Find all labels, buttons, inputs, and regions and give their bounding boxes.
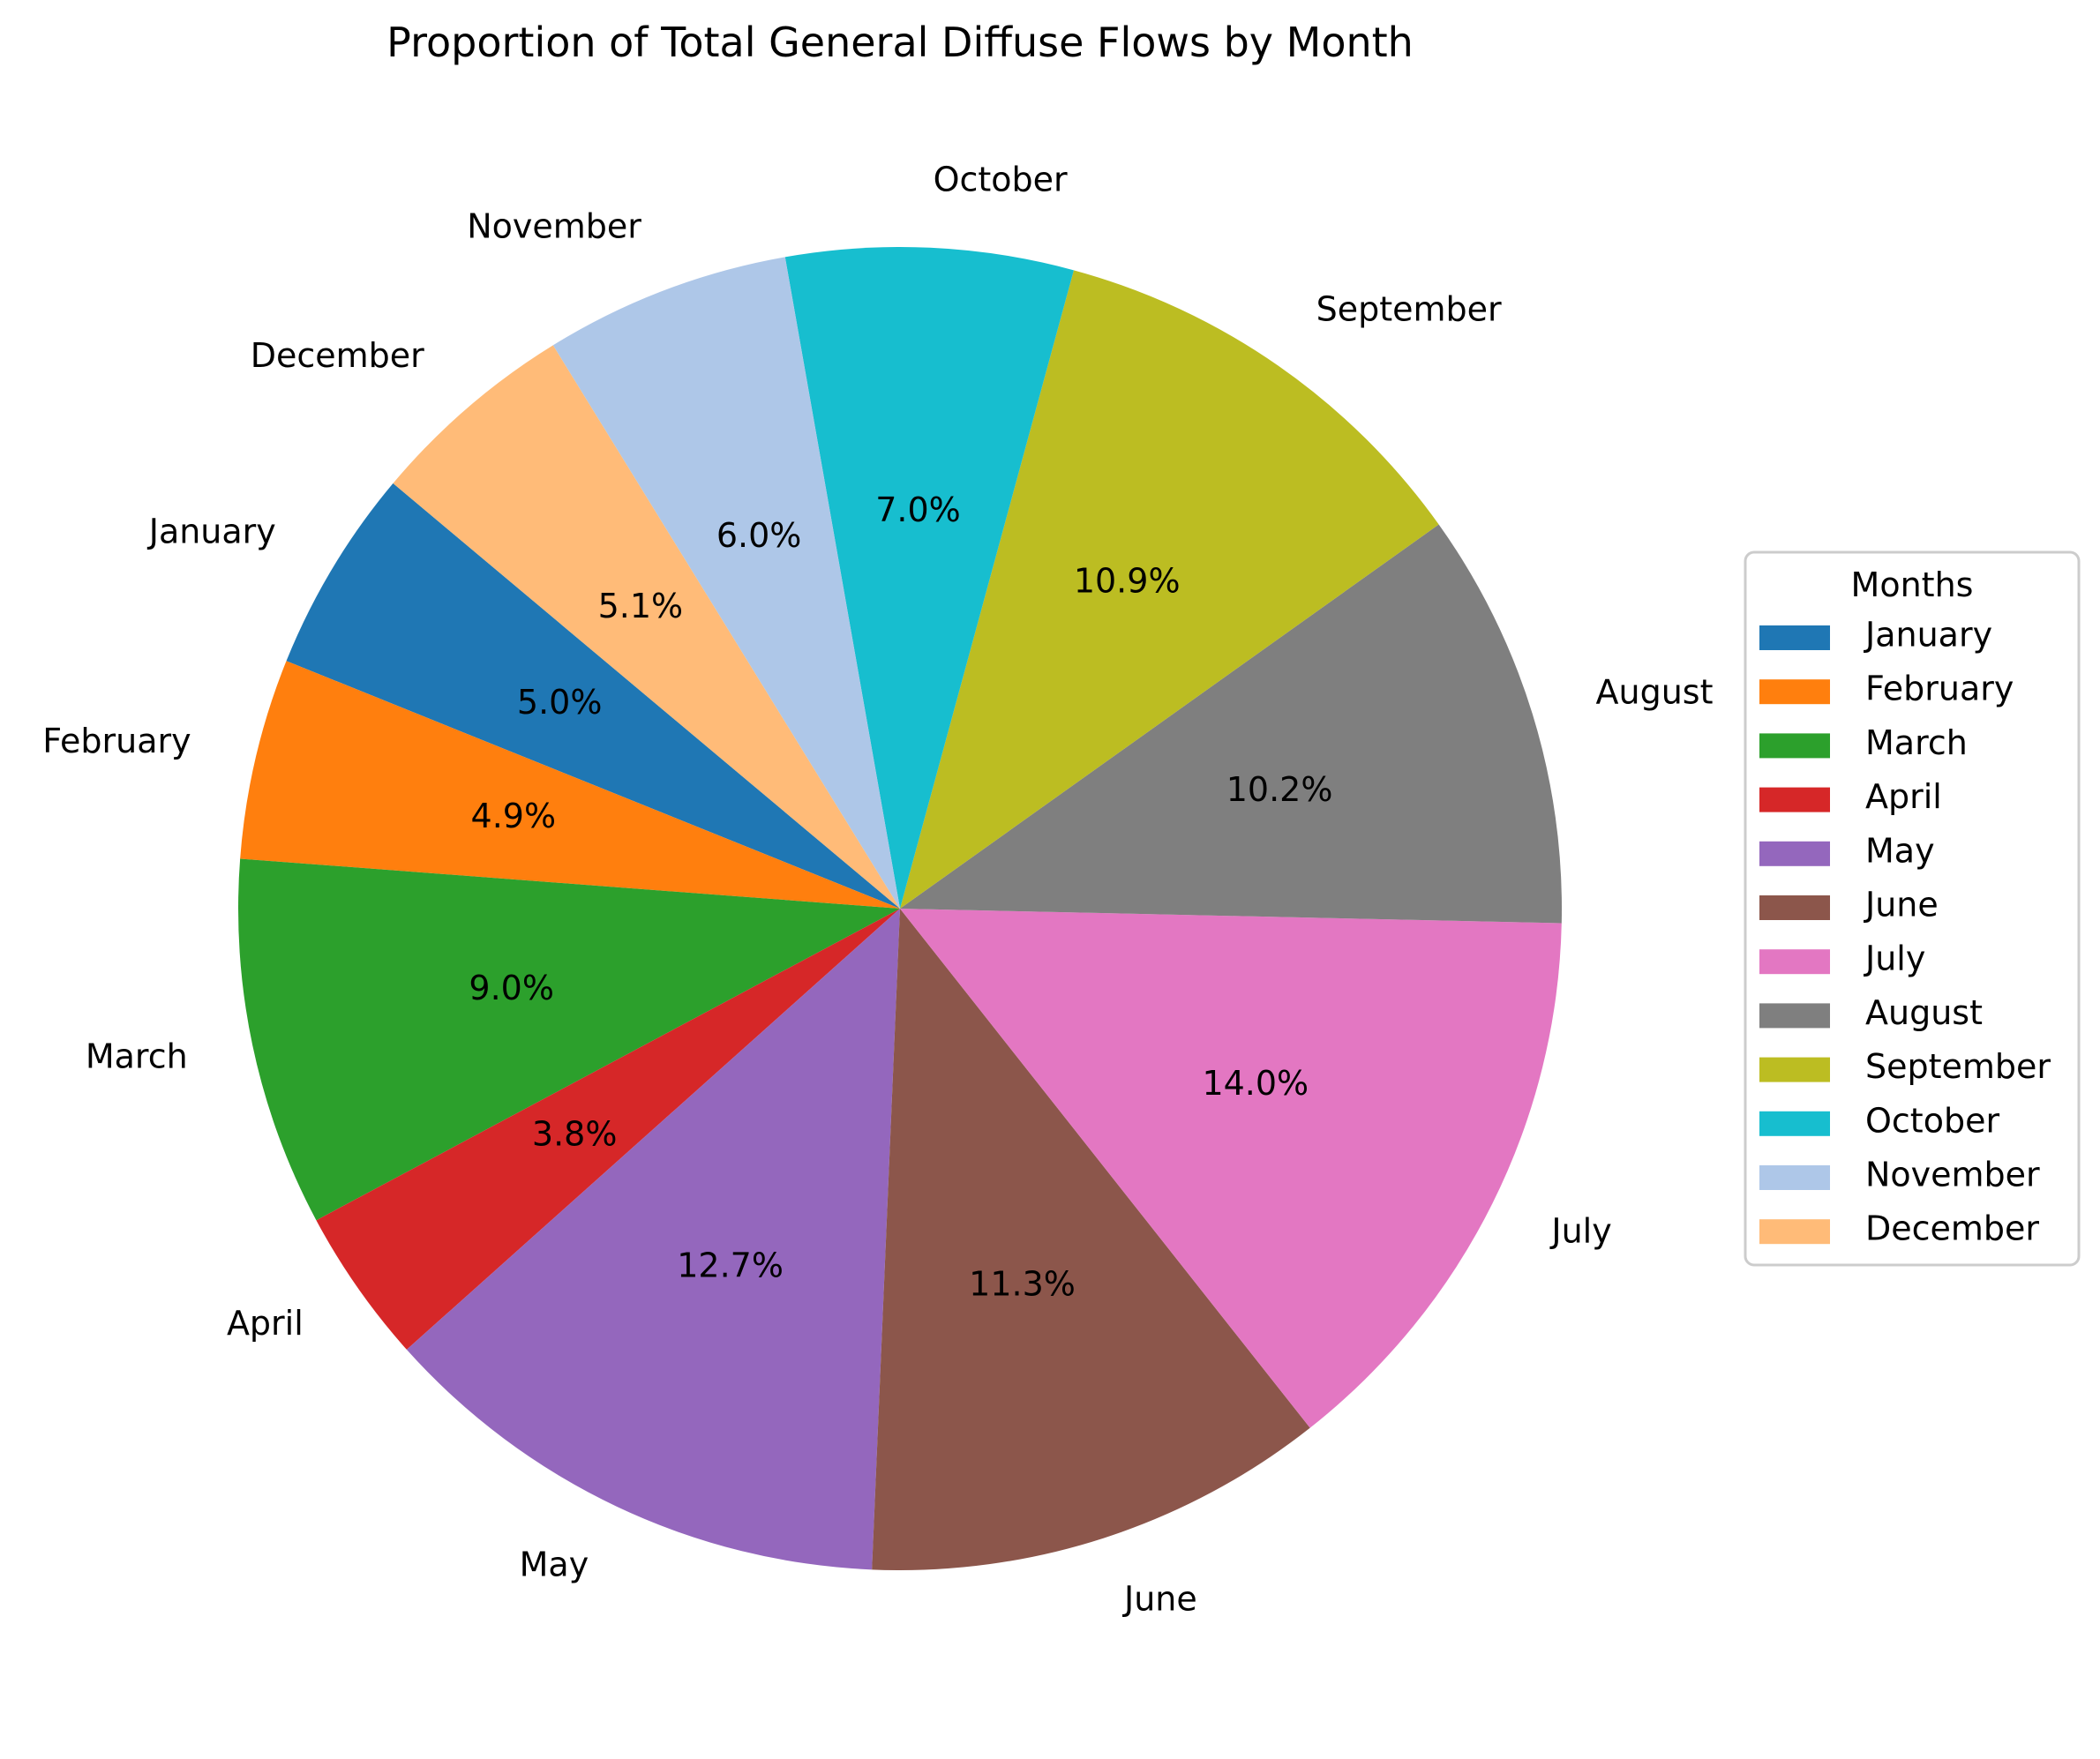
pie-slices — [238, 246, 1563, 1570]
legend-label-september: September — [1865, 1047, 2051, 1086]
slice-percent-february: 4.9% — [471, 797, 557, 835]
slice-percent-august: 10.2% — [1226, 770, 1333, 809]
legend-label-june: June — [1864, 886, 1939, 924]
slice-label-june: June — [1122, 1579, 1197, 1618]
slice-category-labels: January February March April May June July Augu… — [42, 160, 1713, 1618]
pie-slice-june — [872, 909, 1310, 1570]
legend-label-january: January — [1864, 616, 1992, 655]
pie-slice-february — [240, 661, 900, 909]
slice-percent-march: 9.0% — [469, 969, 554, 1007]
slice-label-january: January — [147, 513, 276, 551]
pie-slice-march — [238, 858, 900, 1221]
legend-label-april: April — [1865, 777, 1942, 816]
slice-percent-october: 7.0% — [875, 490, 961, 529]
legend-swatch-march — [1759, 733, 1830, 759]
legend-label-august: August — [1865, 993, 1983, 1032]
legend-label-july: July — [1864, 939, 1925, 978]
legend-swatch-january — [1759, 625, 1830, 650]
legend-frame — [1744, 550, 2081, 1267]
pie-slice-january — [286, 483, 900, 909]
slice-label-august: August — [1596, 673, 1714, 712]
pie-slice-december — [393, 345, 901, 909]
legend-swatch-december — [1759, 1219, 1830, 1245]
legend-swatch-september — [1759, 1057, 1830, 1082]
legend-swatch-october — [1759, 1111, 1830, 1136]
slice-label-april: April — [227, 1304, 304, 1343]
legend-title: Months — [1851, 565, 1974, 604]
legend-swatch-november — [1759, 1165, 1830, 1190]
legend-swatch-august — [1759, 1003, 1830, 1029]
legend-label-october: October — [1865, 1101, 1999, 1140]
legend-swatch-april — [1759, 787, 1830, 812]
slice-percent-may: 12.7% — [677, 1246, 784, 1284]
slice-percent-june: 11.3% — [969, 1265, 1076, 1304]
slice-percent-january: 5.0% — [517, 683, 603, 722]
legend-label-february: February — [1865, 670, 2014, 708]
slice-label-october: October — [934, 160, 1068, 198]
slice-percent-november: 6.0% — [716, 516, 802, 555]
pie-slice-july — [900, 909, 1562, 1428]
slice-label-february: February — [42, 722, 191, 760]
legend-swatch-july — [1759, 949, 1830, 975]
legend-label-november: November — [1865, 1156, 2040, 1194]
legend-swatch-june — [1759, 895, 1830, 920]
legend-label-may: May — [1865, 831, 1935, 870]
slice-percent-september: 10.9% — [1074, 561, 1181, 600]
slice-label-november: November — [467, 206, 641, 245]
pie-slice-may — [406, 909, 900, 1570]
slice-label-december: December — [251, 336, 424, 375]
pie-slice-april — [316, 909, 900, 1350]
legend-swatch-may — [1759, 841, 1830, 866]
legend-label-december: December — [1865, 1209, 2039, 1248]
pie-slice-august — [900, 524, 1563, 924]
slice-percent-april: 3.8% — [532, 1114, 618, 1153]
legend: Months JanuaryFebruaryMarchAprilMayJuneJ… — [1744, 550, 2081, 1267]
chart-title: Proportion of Total General Diffuse Flow… — [386, 19, 1414, 66]
legend-items: January February March April May June July Augu… — [1759, 616, 2051, 1248]
slice-label-september: September — [1316, 290, 1502, 329]
slice-label-may: May — [520, 1545, 589, 1583]
slice-label-july: July — [1549, 1211, 1611, 1250]
pie-slice-october — [784, 246, 1074, 909]
slice-percent-labels: 5.0% 4.9% 9.0% 3.8% 12.7% 11.3% 14.0% 10.2% 10.9… — [469, 490, 1332, 1304]
slice-percent-december: 5.1% — [598, 587, 684, 625]
slice-percent-july: 14.0% — [1202, 1064, 1309, 1103]
pie-slice-september — [900, 270, 1439, 909]
legend-swatch-february — [1759, 679, 1830, 705]
pie-slice-november — [552, 257, 900, 909]
slice-label-march: March — [86, 1037, 188, 1076]
legend-label-march: March — [1865, 723, 1968, 762]
